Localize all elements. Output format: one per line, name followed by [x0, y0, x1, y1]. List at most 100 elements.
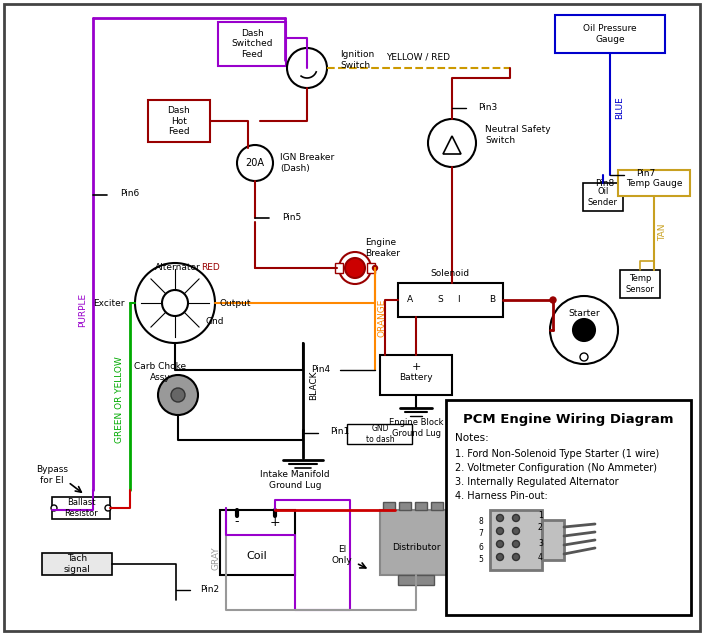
Bar: [620, 270, 660, 298]
Text: Oil Pressure
Gauge: Oil Pressure Gauge: [583, 24, 637, 44]
Bar: [398, 575, 434, 585]
Text: Starter: Starter: [568, 309, 600, 319]
Text: Bypass
for EI: Bypass for EI: [36, 465, 68, 485]
Bar: [52, 497, 110, 519]
Circle shape: [573, 319, 595, 341]
Text: Oil
Sender: Oil Sender: [588, 187, 618, 207]
Text: RED: RED: [201, 264, 220, 272]
Text: Pin6: Pin6: [120, 189, 139, 199]
Circle shape: [513, 540, 520, 547]
Text: EI
Only: EI Only: [332, 545, 353, 565]
Circle shape: [162, 290, 188, 316]
Text: YELLOW / RED: YELLOW / RED: [386, 53, 450, 62]
Bar: [347, 424, 412, 444]
Text: GND
to dash: GND to dash: [365, 424, 394, 444]
Bar: [148, 100, 210, 142]
Text: Pin7: Pin7: [636, 170, 655, 178]
Circle shape: [237, 145, 273, 181]
Text: 4: 4: [538, 554, 543, 563]
Circle shape: [158, 375, 198, 415]
Text: Coil: Coil: [246, 551, 268, 561]
Bar: [42, 553, 112, 575]
Text: Exciter: Exciter: [94, 298, 125, 307]
Bar: [367, 263, 375, 273]
Text: Carb Choke
Assy: Carb Choke Assy: [134, 363, 186, 382]
Circle shape: [513, 528, 520, 535]
Circle shape: [496, 540, 503, 547]
Text: Intake Manifold
Ground Lug: Intake Manifold Ground Lug: [260, 471, 329, 490]
Text: BLUE: BLUE: [615, 97, 624, 119]
Circle shape: [496, 514, 503, 521]
Bar: [380, 355, 452, 395]
Text: -: -: [234, 516, 239, 528]
Text: PCM Engine Wiring Diagram: PCM Engine Wiring Diagram: [463, 413, 673, 427]
Text: +: +: [411, 362, 421, 372]
Circle shape: [51, 505, 57, 511]
Text: 5: 5: [478, 556, 483, 565]
Circle shape: [513, 554, 520, 561]
Text: Notes:: Notes:: [455, 433, 489, 443]
Circle shape: [550, 296, 618, 364]
Text: PURPLE: PURPLE: [79, 293, 87, 327]
Circle shape: [513, 514, 520, 521]
Text: 6: 6: [478, 542, 483, 552]
Text: Dash
Switched
Feed: Dash Switched Feed: [231, 29, 272, 59]
Text: Temp
Sensor: Temp Sensor: [626, 274, 655, 294]
Circle shape: [287, 48, 327, 88]
Text: 4. Harness Pin-out:: 4. Harness Pin-out:: [455, 491, 548, 501]
Circle shape: [135, 263, 215, 343]
Text: 3: 3: [538, 538, 543, 547]
Bar: [618, 170, 690, 196]
Bar: [398, 283, 503, 317]
Text: GRAY: GRAY: [211, 546, 220, 570]
Text: Pin4: Pin4: [311, 366, 330, 375]
Text: BLACK: BLACK: [310, 370, 318, 400]
Text: ORANGE: ORANGE: [377, 299, 386, 337]
Bar: [218, 22, 286, 66]
Text: IGN Breaker
(Dash): IGN Breaker (Dash): [280, 153, 334, 173]
Bar: [383, 502, 395, 510]
Text: I: I: [457, 295, 459, 305]
Text: Pin2: Pin2: [200, 585, 219, 594]
Text: 1. Ford Non-Solenoid Type Starter (1 wire): 1. Ford Non-Solenoid Type Starter (1 wir…: [455, 449, 659, 459]
Bar: [220, 510, 295, 575]
Bar: [399, 502, 411, 510]
Circle shape: [550, 297, 556, 303]
Text: Neutral Safety
Switch: Neutral Safety Switch: [485, 125, 551, 145]
Text: S: S: [437, 295, 443, 305]
Text: Temp Gauge: Temp Gauge: [626, 178, 682, 187]
Text: 20A: 20A: [246, 158, 265, 168]
Text: 1: 1: [538, 511, 543, 519]
Bar: [490, 510, 542, 570]
Text: Engine Block
Ground Lug: Engine Block Ground Lug: [389, 418, 444, 438]
Text: A: A: [407, 295, 413, 305]
Bar: [415, 502, 427, 510]
Text: Alternator: Alternator: [155, 264, 201, 272]
Text: Tach
signal: Tach signal: [63, 554, 90, 573]
Circle shape: [496, 528, 503, 535]
Text: Pin5: Pin5: [282, 213, 301, 222]
Text: Engine
Breaker: Engine Breaker: [365, 238, 400, 258]
Circle shape: [171, 388, 185, 402]
Text: GREEN OR YELLOW: GREEN OR YELLOW: [115, 357, 125, 443]
Bar: [335, 263, 343, 273]
Circle shape: [580, 353, 588, 361]
Text: Output: Output: [220, 298, 251, 307]
Text: 3. Internally Regulated Alternator: 3. Internally Regulated Alternator: [455, 477, 619, 487]
Text: 8: 8: [478, 516, 483, 526]
Text: Distributor: Distributor: [391, 544, 440, 552]
Circle shape: [345, 258, 365, 278]
Bar: [555, 15, 665, 53]
Circle shape: [339, 252, 371, 284]
Text: TAN: TAN: [658, 224, 667, 241]
Circle shape: [105, 505, 111, 511]
Text: Pin3: Pin3: [478, 102, 497, 112]
Text: Pin8: Pin8: [595, 178, 614, 187]
Bar: [542, 520, 564, 560]
Bar: [583, 183, 623, 211]
Text: Battery: Battery: [399, 373, 433, 382]
Text: 2. Voltmeter Configuration (No Ammeter): 2. Voltmeter Configuration (No Ammeter): [455, 463, 657, 473]
Text: B: B: [489, 295, 495, 305]
Text: Ignition
Switch: Ignition Switch: [340, 50, 375, 70]
Text: Solenoid: Solenoid: [430, 269, 470, 279]
